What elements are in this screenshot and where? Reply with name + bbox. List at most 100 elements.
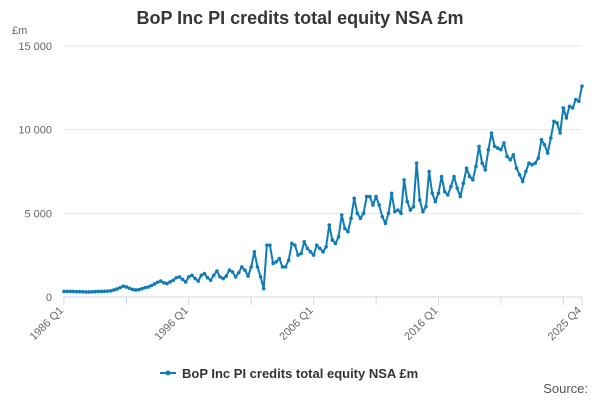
data-point <box>296 253 300 257</box>
data-point <box>196 279 200 283</box>
data-point <box>252 250 257 254</box>
data-point <box>552 119 556 124</box>
data-point <box>149 283 154 288</box>
data-point <box>486 147 491 152</box>
data-point <box>177 275 182 279</box>
data-point <box>286 258 291 262</box>
data-point <box>389 191 394 196</box>
data-point <box>174 275 179 280</box>
data-point <box>349 216 353 221</box>
x-tick-label: 2025 Q4 <box>546 305 584 343</box>
x-tick-label: 1996 Q1 <box>153 305 191 343</box>
data-point <box>162 280 166 285</box>
data-point <box>433 199 438 204</box>
data-point <box>333 241 338 246</box>
data-point <box>470 178 475 182</box>
grid <box>64 45 582 214</box>
data-point <box>539 137 544 142</box>
data-point <box>140 286 144 291</box>
data-point <box>464 166 469 170</box>
data-point <box>399 211 403 216</box>
data-point <box>502 141 506 145</box>
data-point <box>124 285 129 289</box>
data-point <box>80 290 85 294</box>
data-point <box>374 194 378 199</box>
data-point <box>211 273 216 278</box>
x-axis: 1986 Q1 1996 Q1 2006 Q1 2016 Q1 2025 Q4 <box>28 296 584 343</box>
data-point <box>168 280 172 284</box>
series-layer <box>62 84 584 294</box>
data-point <box>377 203 381 207</box>
source-label: Source: <box>543 381 588 396</box>
data-point <box>520 179 525 184</box>
data-point <box>558 131 562 135</box>
data-point <box>343 226 347 231</box>
data-point <box>99 289 104 294</box>
data-point <box>386 211 391 216</box>
data-point <box>424 204 428 209</box>
data-point <box>193 276 197 281</box>
data-point <box>268 243 272 247</box>
data-point <box>152 282 157 286</box>
legend-swatch-marker <box>165 370 171 376</box>
data-point <box>499 147 503 152</box>
data-point <box>330 238 335 242</box>
data-point <box>93 289 97 294</box>
data-point <box>218 275 222 279</box>
data-point <box>439 174 444 179</box>
data-point <box>165 281 169 286</box>
data-point <box>402 178 406 182</box>
data-point <box>205 275 210 280</box>
data-point <box>283 265 288 269</box>
data-point <box>133 288 138 292</box>
data-point <box>411 204 416 209</box>
data-point <box>158 279 163 283</box>
data-point <box>233 275 238 279</box>
x-tick-label: 2016 Q1 <box>402 305 440 343</box>
data-point <box>564 116 569 120</box>
data-point <box>396 208 400 212</box>
data-point <box>87 290 91 294</box>
data-point <box>121 284 126 288</box>
data-point <box>405 199 410 204</box>
data-point <box>327 223 332 227</box>
data-point <box>380 214 385 219</box>
data-point <box>305 246 310 251</box>
data-point <box>77 289 82 294</box>
data-point <box>371 203 375 207</box>
data-point <box>449 184 453 189</box>
data-point <box>414 161 419 165</box>
data-point <box>392 209 397 214</box>
data-point <box>280 265 285 269</box>
data-point <box>458 194 463 199</box>
data-point <box>221 276 225 281</box>
data-point <box>511 152 516 157</box>
data-point <box>62 289 66 294</box>
data-point <box>514 166 519 170</box>
data-point <box>102 289 107 294</box>
data-point <box>477 144 481 149</box>
legend[interactable]: BoP Inc PI credits total equity NSA £m <box>160 366 418 381</box>
data-point <box>545 151 550 155</box>
data-point <box>427 169 431 174</box>
data-point <box>265 243 269 247</box>
data-point <box>137 287 141 292</box>
y-tick-label: 0 <box>46 292 52 304</box>
data-point <box>452 174 456 179</box>
data-point <box>361 211 366 216</box>
data-point <box>580 84 584 88</box>
data-point <box>446 193 450 197</box>
data-point <box>573 97 578 102</box>
series-line <box>63 85 583 293</box>
data-point <box>495 146 500 150</box>
chart-title: BoP Inc PI credits total equity NSA £m <box>136 8 464 28</box>
data-point <box>112 288 116 292</box>
data-point <box>277 256 282 261</box>
legend-label[interactable]: BoP Inc PI credits total equity NSA £m <box>182 366 418 381</box>
data-point <box>480 161 484 165</box>
data-point <box>109 289 113 293</box>
data-point <box>455 186 459 191</box>
data-point <box>84 290 88 294</box>
data-point <box>105 289 110 293</box>
